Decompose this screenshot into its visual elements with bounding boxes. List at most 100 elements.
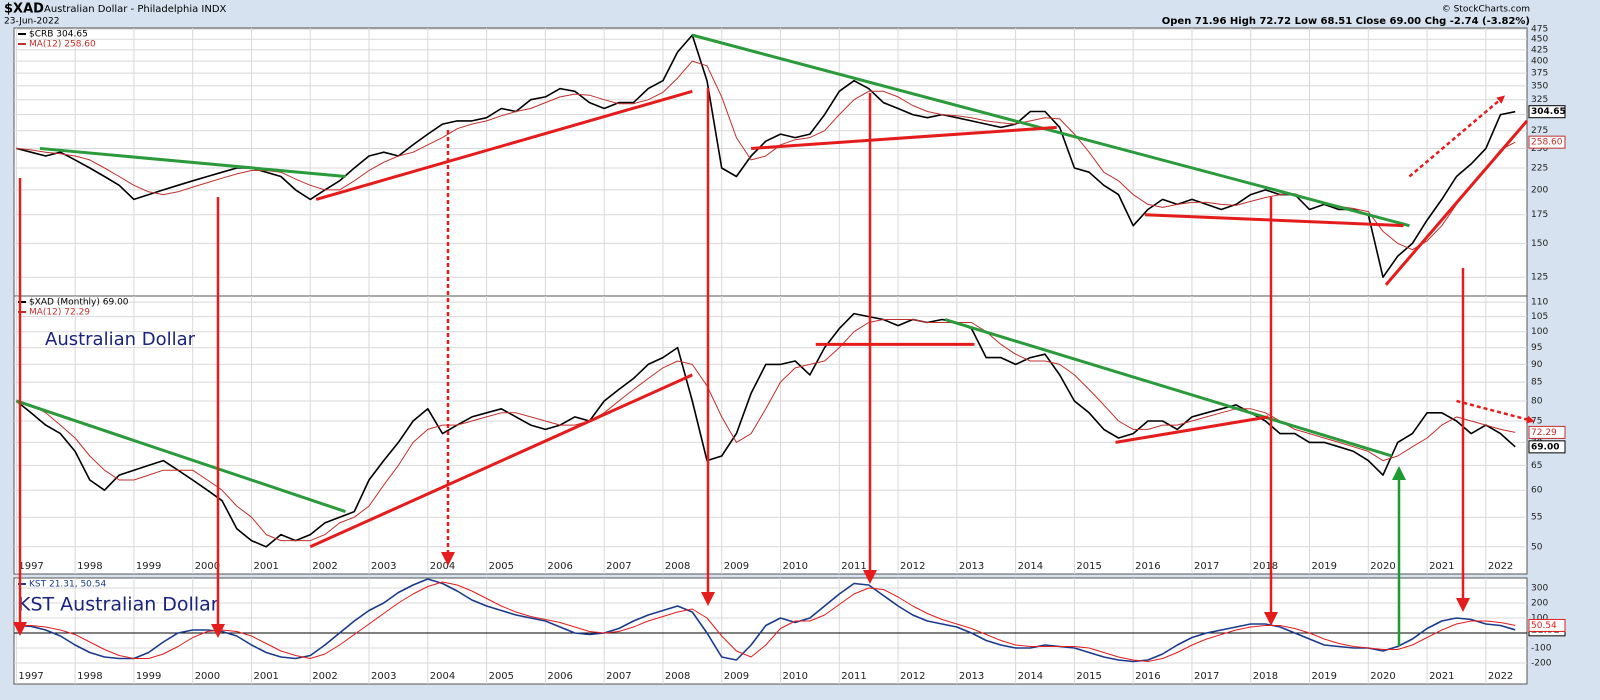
x-tick-label: 2017 <box>1194 671 1219 682</box>
x-tick-label: 2008 <box>665 671 690 682</box>
x-tick-label: 2000 <box>195 671 220 682</box>
trendline <box>1384 119 1529 286</box>
y-tick-label: 55 <box>1531 513 1542 523</box>
y-tick-label: 275 <box>1531 126 1548 136</box>
x-tick-label: 1997 <box>18 671 43 682</box>
value-label: 258.60 <box>1531 138 1563 148</box>
y-tick-label: 125 <box>1531 273 1548 283</box>
value-label: 304.65 <box>1531 107 1566 117</box>
y-tick-label: 100 <box>1531 327 1548 337</box>
x-tick-label: 2020 <box>1370 561 1395 572</box>
y-tick-label: 300 <box>1531 584 1548 594</box>
x-tick-label: 2013 <box>959 561 984 572</box>
x-tick-label: 1997 <box>18 561 43 572</box>
value-label-box <box>1528 425 1566 439</box>
x-tick-label: 2009 <box>724 561 749 572</box>
x-tick-label: 2018 <box>1253 561 1278 572</box>
value-label-box <box>1528 105 1566 119</box>
series-line <box>15 312 1516 548</box>
x-tick-label: 2014 <box>1018 671 1043 682</box>
y-tick-label: 65 <box>1531 461 1542 471</box>
legend-entry: $CRB 304.65 <box>29 30 88 40</box>
series-line <box>16 319 1516 542</box>
x-tick-label: 2016 <box>1135 671 1160 682</box>
panel <box>13 295 1528 575</box>
x-tick-label: 2001 <box>253 561 278 572</box>
trendline <box>1115 415 1269 444</box>
y-tick-label: 85 <box>1531 378 1542 388</box>
legend-entry: MA(12) 72.29 <box>29 308 90 318</box>
y-tick-label: 425 <box>1531 45 1548 55</box>
y-tick-label: 110 <box>1531 298 1548 308</box>
x-tick-label: 1999 <box>136 561 161 572</box>
y-tick-label: 175 <box>1531 210 1548 220</box>
x-tick-label: 2006 <box>547 561 572 572</box>
x-tick-label: 2021 <box>1429 671 1454 682</box>
panel <box>13 577 1528 685</box>
annotation: Australian Dollar <box>45 329 196 350</box>
x-tick-label: 2010 <box>782 671 807 682</box>
trendline <box>309 373 693 549</box>
trendline <box>691 33 1410 228</box>
x-tick-label: 2017 <box>1194 561 1219 572</box>
x-tick-label: 2020 <box>1370 671 1395 682</box>
x-tick-label: 2015 <box>1076 561 1101 572</box>
trendline <box>1144 213 1404 228</box>
x-tick-label: 2004 <box>430 671 455 682</box>
x-tick-label: 2001 <box>253 671 278 682</box>
trendline <box>944 318 1393 458</box>
trendline <box>1456 399 1535 424</box>
y-tick-label: 105 <box>1531 312 1548 322</box>
y-tick-label: 475 <box>1531 25 1548 35</box>
symbol: $XAD <box>4 2 44 17</box>
legend-entry: KST 21.31, 50.54 <box>29 580 106 590</box>
x-tick-label: 2022 <box>1488 671 1513 682</box>
x-tick-label: 2016 <box>1135 561 1160 572</box>
date: 23-Jun-2022 <box>4 17 59 27</box>
trendline <box>315 89 693 201</box>
x-tick-label: 1998 <box>77 561 102 572</box>
y-tick-label: 95 <box>1531 343 1542 353</box>
legend-entry: $XAD (Monthly) 69.00 <box>29 298 129 308</box>
x-tick-label: 2022 <box>1488 561 1513 572</box>
y-tick-label: 100 <box>1531 614 1548 624</box>
x-tick-label: 2008 <box>665 561 690 572</box>
x-tick-label: 2012 <box>900 561 925 572</box>
x-tick-label: 2011 <box>841 561 866 572</box>
annotation: KST Australian Dollar <box>18 594 219 616</box>
x-tick-label: 2005 <box>489 561 514 572</box>
x-tick-label: 2019 <box>1312 561 1337 572</box>
value-label: 69.00 <box>1531 442 1559 452</box>
value-label: 72.29 <box>1531 428 1557 438</box>
panel <box>13 27 1528 297</box>
y-tick-label: 75 <box>1531 416 1542 426</box>
x-tick-label: 2018 <box>1253 671 1278 682</box>
y-tick-label: 400 <box>1531 57 1548 67</box>
x-tick-label: 2000 <box>195 561 220 572</box>
trendline <box>39 146 346 178</box>
y-tick-label: 200 <box>1531 599 1548 609</box>
y-tick-label: 325 <box>1531 95 1548 105</box>
y-tick-label: 60 <box>1531 486 1543 496</box>
value-label-box <box>1528 618 1566 632</box>
y-tick-label: 250 <box>1531 144 1548 154</box>
y-tick-label: 50 <box>1531 542 1543 552</box>
y-tick-label: -200 <box>1531 659 1552 669</box>
x-tick-label: 2003 <box>371 671 396 682</box>
x-tick-label: 2019 <box>1312 671 1337 682</box>
y-tick-label: 375 <box>1531 69 1548 79</box>
legend-entry: MA(12) 258.60 <box>29 40 96 50</box>
x-tick-label: 2010 <box>782 561 807 572</box>
x-tick-label: 2002 <box>312 671 337 682</box>
quote: Open 71.96 High 72.72 Low 68.51 Close 69… <box>1162 16 1530 27</box>
x-tick-label: 2003 <box>371 561 396 572</box>
value-label-box <box>1528 440 1566 454</box>
value-label-box <box>1528 135 1566 149</box>
x-tick-label: 2009 <box>724 671 749 682</box>
y-tick-label: -100 <box>1531 644 1552 654</box>
y-tick-label: 450 <box>1531 35 1548 45</box>
x-tick-label: 2021 <box>1429 561 1454 572</box>
value-label: 50.54 <box>1531 621 1557 631</box>
